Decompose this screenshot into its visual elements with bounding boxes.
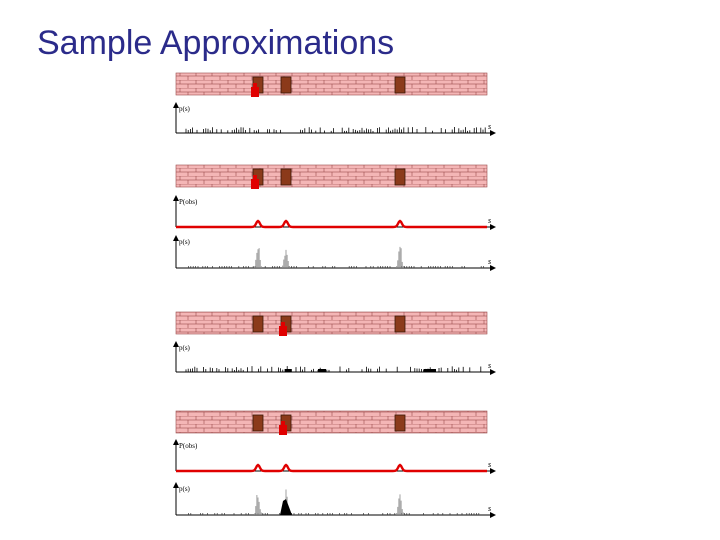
y-axis-label: p(s) — [179, 238, 191, 246]
y-axis-label: P(obs) — [179, 442, 198, 450]
x-axis-label: s — [488, 460, 491, 469]
sample-marks — [185, 127, 486, 133]
observation-likelihood — [176, 463, 487, 473]
door-icon — [252, 315, 264, 333]
plot-axes: p(s) s — [173, 102, 496, 136]
robot-icon — [251, 175, 259, 189]
sample-cluster — [285, 369, 291, 372]
corridor-wall — [175, 164, 488, 189]
door-icon — [394, 414, 406, 432]
x-axis-label: s — [488, 361, 491, 370]
plot-axes: p(s) s — [173, 341, 496, 375]
door-icon — [280, 76, 292, 94]
door-icon — [252, 414, 264, 432]
robot-icon — [279, 322, 287, 336]
y-axis-label: p(s) — [179, 105, 191, 113]
plot-axes: P(obs) s — [173, 195, 496, 230]
weighted-sample-marks — [188, 246, 484, 268]
observation-likelihood — [176, 219, 487, 229]
slide-title: Sample Approximations — [37, 24, 395, 62]
door-icon — [280, 168, 292, 186]
door-icon — [394, 315, 406, 333]
plot-axes: P(obs) s — [173, 439, 496, 474]
y-axis-label: p(s) — [179, 485, 191, 493]
y-axis-label: P(obs) — [179, 198, 198, 206]
x-axis-label: s — [488, 257, 491, 266]
likelihood-curve — [176, 219, 487, 229]
sample-cluster — [424, 369, 436, 372]
sample-marks — [185, 366, 482, 372]
robot-icon — [251, 83, 259, 97]
x-axis-label: s — [488, 216, 491, 225]
y-axis-label: p(s) — [179, 344, 191, 352]
plot-axes: p(s) s — [173, 482, 496, 518]
x-axis-label: s — [488, 504, 491, 513]
robot-icon — [279, 421, 287, 435]
plot-axes: p(s) s — [173, 235, 496, 271]
corridor-wall — [175, 72, 488, 97]
x-axis-label: s — [488, 122, 491, 131]
sample-cluster — [318, 369, 326, 372]
door-icon — [394, 76, 406, 94]
corridor-wall — [175, 410, 488, 435]
weighted-sample-marks — [188, 489, 480, 515]
door-icon — [394, 168, 406, 186]
sample-peak — [280, 499, 292, 515]
likelihood-curve — [176, 463, 487, 473]
corridor-wall — [175, 311, 488, 336]
